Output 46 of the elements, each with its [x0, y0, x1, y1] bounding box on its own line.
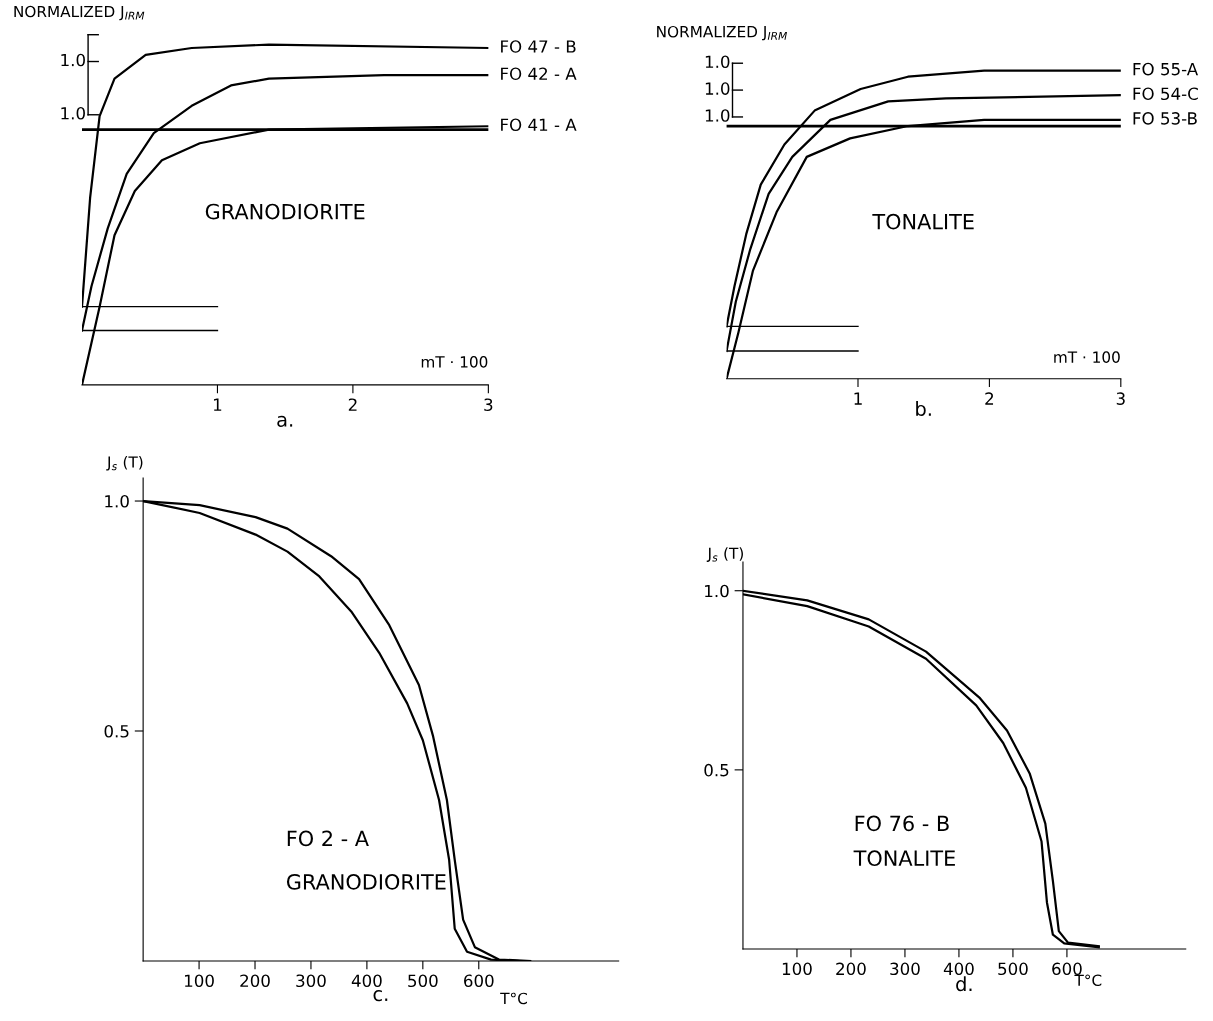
y-axis-title: J$_{s}$ (T) — [706, 547, 743, 562]
text: b. — [916, 400, 931, 417]
x-tick-label: 600 — [464, 974, 494, 988]
y-tick-label: 0.5 — [104, 724, 129, 738]
x-tick-label: 400 — [351, 974, 382, 988]
x-tick-label: 200 — [836, 962, 866, 976]
series-label: FO 47 - B — [501, 40, 576, 53]
x-tick-label: 500 — [408, 974, 438, 988]
y-axis-title: NORMALIZED J$_{IRM}$ — [14, 5, 145, 21]
y-axis-title: NORMALIZED J$_{IRM}$ — [657, 25, 787, 41]
x-tick-label: 500 — [998, 962, 1028, 976]
series-label: FO 42 - A — [501, 67, 577, 81]
series-label: FO 55-A — [1133, 62, 1199, 76]
y-axis-title: J$_{s}$ (T) — [106, 455, 143, 471]
x-tick-label: 1 — [213, 398, 222, 411]
x-tick-label: 2 — [348, 398, 357, 411]
x-axis-title: mT · 100 — [421, 356, 488, 368]
x-tick-label: 300 — [890, 962, 920, 976]
annotation: GRANODIORITE — [205, 203, 365, 220]
annotation: 1.0 — [61, 53, 85, 67]
x-tick-label: 400 — [943, 962, 974, 976]
annotation: TONALITE — [872, 213, 974, 230]
x-axis-title: mT · 100 — [1054, 351, 1120, 363]
x-tick-label: 2 — [985, 392, 994, 405]
x-tick-label: 3 — [484, 398, 493, 412]
x-tick-label: 100 — [185, 974, 214, 988]
x-tick-label: 3 — [1116, 392, 1125, 405]
annotation: TONALITE — [853, 850, 955, 867]
annotation: FO 2 - A — [287, 830, 369, 847]
series-label: FO 53-B — [1133, 112, 1197, 125]
text: a. — [277, 415, 293, 427]
x-tick-label: 300 — [296, 974, 326, 988]
series-label: FO 41 - A — [501, 118, 577, 132]
text: d. — [956, 976, 972, 992]
series-label: FO 54-C — [1133, 87, 1198, 101]
x-tick-label: 100 — [782, 962, 812, 976]
x-tick-label: 600 — [1052, 962, 1082, 976]
text: c. — [373, 990, 388, 1002]
x-axis-title: T°C — [1074, 974, 1102, 986]
x-axis-title: T°C — [500, 992, 528, 1005]
annotation: 1.0 — [61, 106, 85, 120]
annotation: GRANODIORITE — [286, 873, 446, 890]
x-tick-label: 200 — [240, 974, 270, 988]
annotation: FO 76 - B — [855, 815, 949, 832]
x-tick-label: 1 — [854, 392, 862, 405]
y-tick-label: 0.5 — [704, 763, 729, 777]
